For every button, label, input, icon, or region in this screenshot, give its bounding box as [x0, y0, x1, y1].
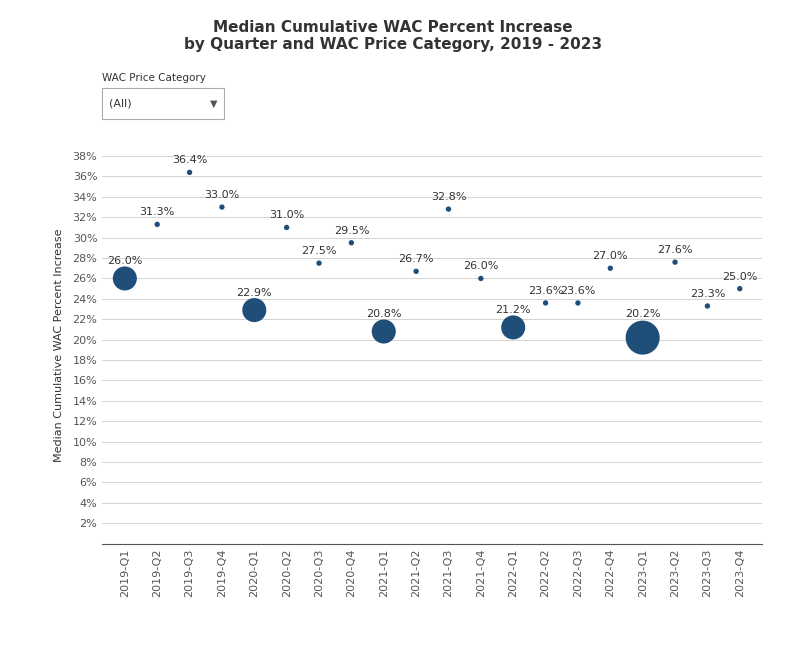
Point: [183, 167, 196, 178]
Text: 31.0%: 31.0%: [269, 210, 304, 220]
Point: [604, 263, 616, 274]
Point: [281, 222, 293, 233]
Text: 26.0%: 26.0%: [463, 261, 498, 271]
Point: [345, 237, 358, 248]
Point: [669, 257, 681, 267]
Point: [313, 258, 325, 269]
Text: 32.8%: 32.8%: [431, 192, 466, 202]
Text: 25.0%: 25.0%: [722, 272, 758, 282]
Text: 21.2%: 21.2%: [495, 305, 531, 315]
Text: (All): (All): [109, 98, 132, 109]
Point: [571, 298, 584, 308]
Point: [733, 283, 746, 294]
Point: [507, 322, 520, 333]
Text: Median Cumulative WAC Percent Increase
by Quarter and WAC Price Category, 2019 -: Median Cumulative WAC Percent Increase b…: [184, 20, 602, 52]
Point: [151, 219, 163, 229]
Point: [443, 204, 455, 214]
Point: [539, 298, 552, 308]
Point: [410, 266, 422, 276]
Text: 22.9%: 22.9%: [237, 288, 272, 298]
Text: 36.4%: 36.4%: [172, 155, 208, 165]
Text: 27.0%: 27.0%: [593, 251, 628, 261]
Text: 26.7%: 26.7%: [399, 254, 434, 264]
Text: 23.3%: 23.3%: [689, 289, 725, 299]
Point: [377, 326, 390, 337]
Point: [637, 332, 649, 343]
Point: [701, 301, 714, 312]
Text: 23.6%: 23.6%: [528, 286, 564, 296]
Text: 26.0%: 26.0%: [107, 256, 142, 267]
Y-axis label: Median Cumulative WAC Percent Increase: Median Cumulative WAC Percent Increase: [54, 228, 64, 461]
Text: 29.5%: 29.5%: [333, 225, 369, 235]
Point: [119, 273, 131, 284]
Point: [475, 273, 487, 284]
Text: 20.2%: 20.2%: [625, 309, 660, 320]
Point: [215, 202, 228, 212]
Text: 33.0%: 33.0%: [204, 190, 240, 200]
Point: [248, 305, 261, 316]
Text: ▼: ▼: [211, 98, 218, 109]
Text: 20.8%: 20.8%: [366, 309, 402, 320]
Text: 27.6%: 27.6%: [657, 245, 692, 255]
Text: 23.6%: 23.6%: [560, 286, 596, 296]
Text: 31.3%: 31.3%: [140, 208, 174, 217]
Text: WAC Price Category: WAC Price Category: [102, 73, 206, 83]
Text: 27.5%: 27.5%: [301, 246, 336, 256]
